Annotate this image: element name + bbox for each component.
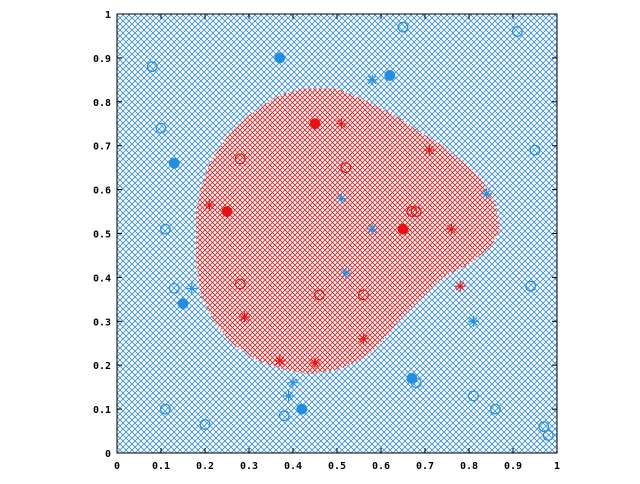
blue-open-circle-point: [529, 144, 541, 156]
blue-filled-circle-point: [274, 52, 286, 64]
blue-filled-circle-point: [406, 372, 418, 384]
red-open-circle-point: [314, 289, 325, 301]
axes: 0 0.1 0.2 0.3 0.4 0.5 0.6 0.7 0.8 0.9 1 0 0.1 0.2 0.3 0…: [93, 10, 560, 472]
y-tick-label: 0.2: [93, 361, 111, 372]
red-filled-circle-point: [221, 206, 233, 218]
red-open-circle-point: [234, 278, 246, 290]
red-filled-circle-point: [397, 223, 409, 235]
data-points: [146, 21, 554, 441]
blue-open-circle-point: [168, 282, 180, 294]
y-tick-label: 0.9: [93, 54, 111, 65]
x-tick-label: 0.8: [460, 461, 478, 472]
x-tick-label: 0.6: [372, 461, 390, 472]
y-tick-label: 0.8: [93, 98, 111, 109]
red-star-point: [203, 199, 215, 211]
blue-star-point: [335, 192, 347, 204]
red-star-point: [274, 355, 286, 367]
blue-open-circle-point: [512, 26, 523, 37]
x-tick-label: 0.9: [504, 461, 522, 472]
blue-star-point: [283, 390, 295, 402]
red-open-circle-point: [234, 153, 246, 165]
blue-open-circle-point: [538, 421, 550, 433]
red-star-point: [445, 223, 457, 235]
x-tick-label: 0.1: [152, 461, 170, 472]
red-open-circle-point: [340, 162, 352, 174]
y-tick-label: 0: [105, 449, 111, 460]
red-open-circle-point: [406, 206, 418, 217]
red-star-point: [335, 118, 347, 130]
blue-open-circle-point: [490, 403, 501, 415]
blue-star-point: [287, 377, 299, 389]
blue-open-circle-point: [146, 61, 158, 73]
y-tick-label: 0.1: [93, 405, 111, 416]
blue-open-circle-point: [542, 430, 554, 441]
blue-open-circle-point: [278, 410, 290, 422]
blue-filled-circle-point: [384, 70, 396, 81]
x-tick-label: 0: [114, 461, 120, 472]
red-star-point: [357, 333, 369, 345]
red-open-circle-point: [358, 289, 369, 301]
red-star-point: [423, 144, 435, 156]
y-tick-label: 0.6: [93, 186, 111, 197]
blue-filled-circle-point: [177, 298, 189, 310]
red-filled-circle-point: [309, 118, 321, 130]
blue-star-point: [467, 315, 479, 327]
x-tick-label: 0.3: [240, 461, 258, 472]
blue-open-circle-point: [525, 280, 536, 292]
blue-filled-circle-point: [296, 403, 308, 415]
region-red: [196, 88, 500, 374]
blue-open-circle-point: [155, 122, 167, 134]
red-star-point: [454, 280, 466, 292]
x-tick-label: 0.2: [196, 461, 214, 472]
x-tick-label: 0.4: [284, 461, 302, 472]
blue-star-point: [366, 223, 378, 235]
blue-open-circle-point: [199, 419, 211, 430]
red-star-point: [309, 357, 321, 369]
y-tick-label: 0.5: [93, 230, 111, 241]
x-tick-label: 0.7: [416, 461, 434, 472]
blue-open-circle-point: [397, 21, 409, 33]
blue-star-point: [481, 188, 493, 200]
blue-open-circle-point: [468, 390, 479, 402]
decision-regions: [117, 14, 557, 453]
blue-open-circle-point: [159, 403, 171, 415]
blue-star-point: [186, 282, 198, 294]
blue-star-point: [340, 267, 352, 279]
red-star-point: [239, 311, 251, 323]
blue-filled-circle-point: [168, 157, 180, 169]
red-open-circle-point: [410, 206, 422, 217]
blue-star-point: [366, 74, 378, 86]
y-tick-label: 0.4: [93, 273, 111, 284]
y-tick-label: 0.7: [93, 142, 111, 153]
x-tick-label: 0.5: [328, 461, 346, 472]
x-tick-label: 1: [554, 461, 560, 472]
blue-open-circle-point: [159, 223, 171, 235]
y-tick-label: 1: [105, 10, 111, 21]
y-tick-label: 0.3: [93, 317, 111, 328]
